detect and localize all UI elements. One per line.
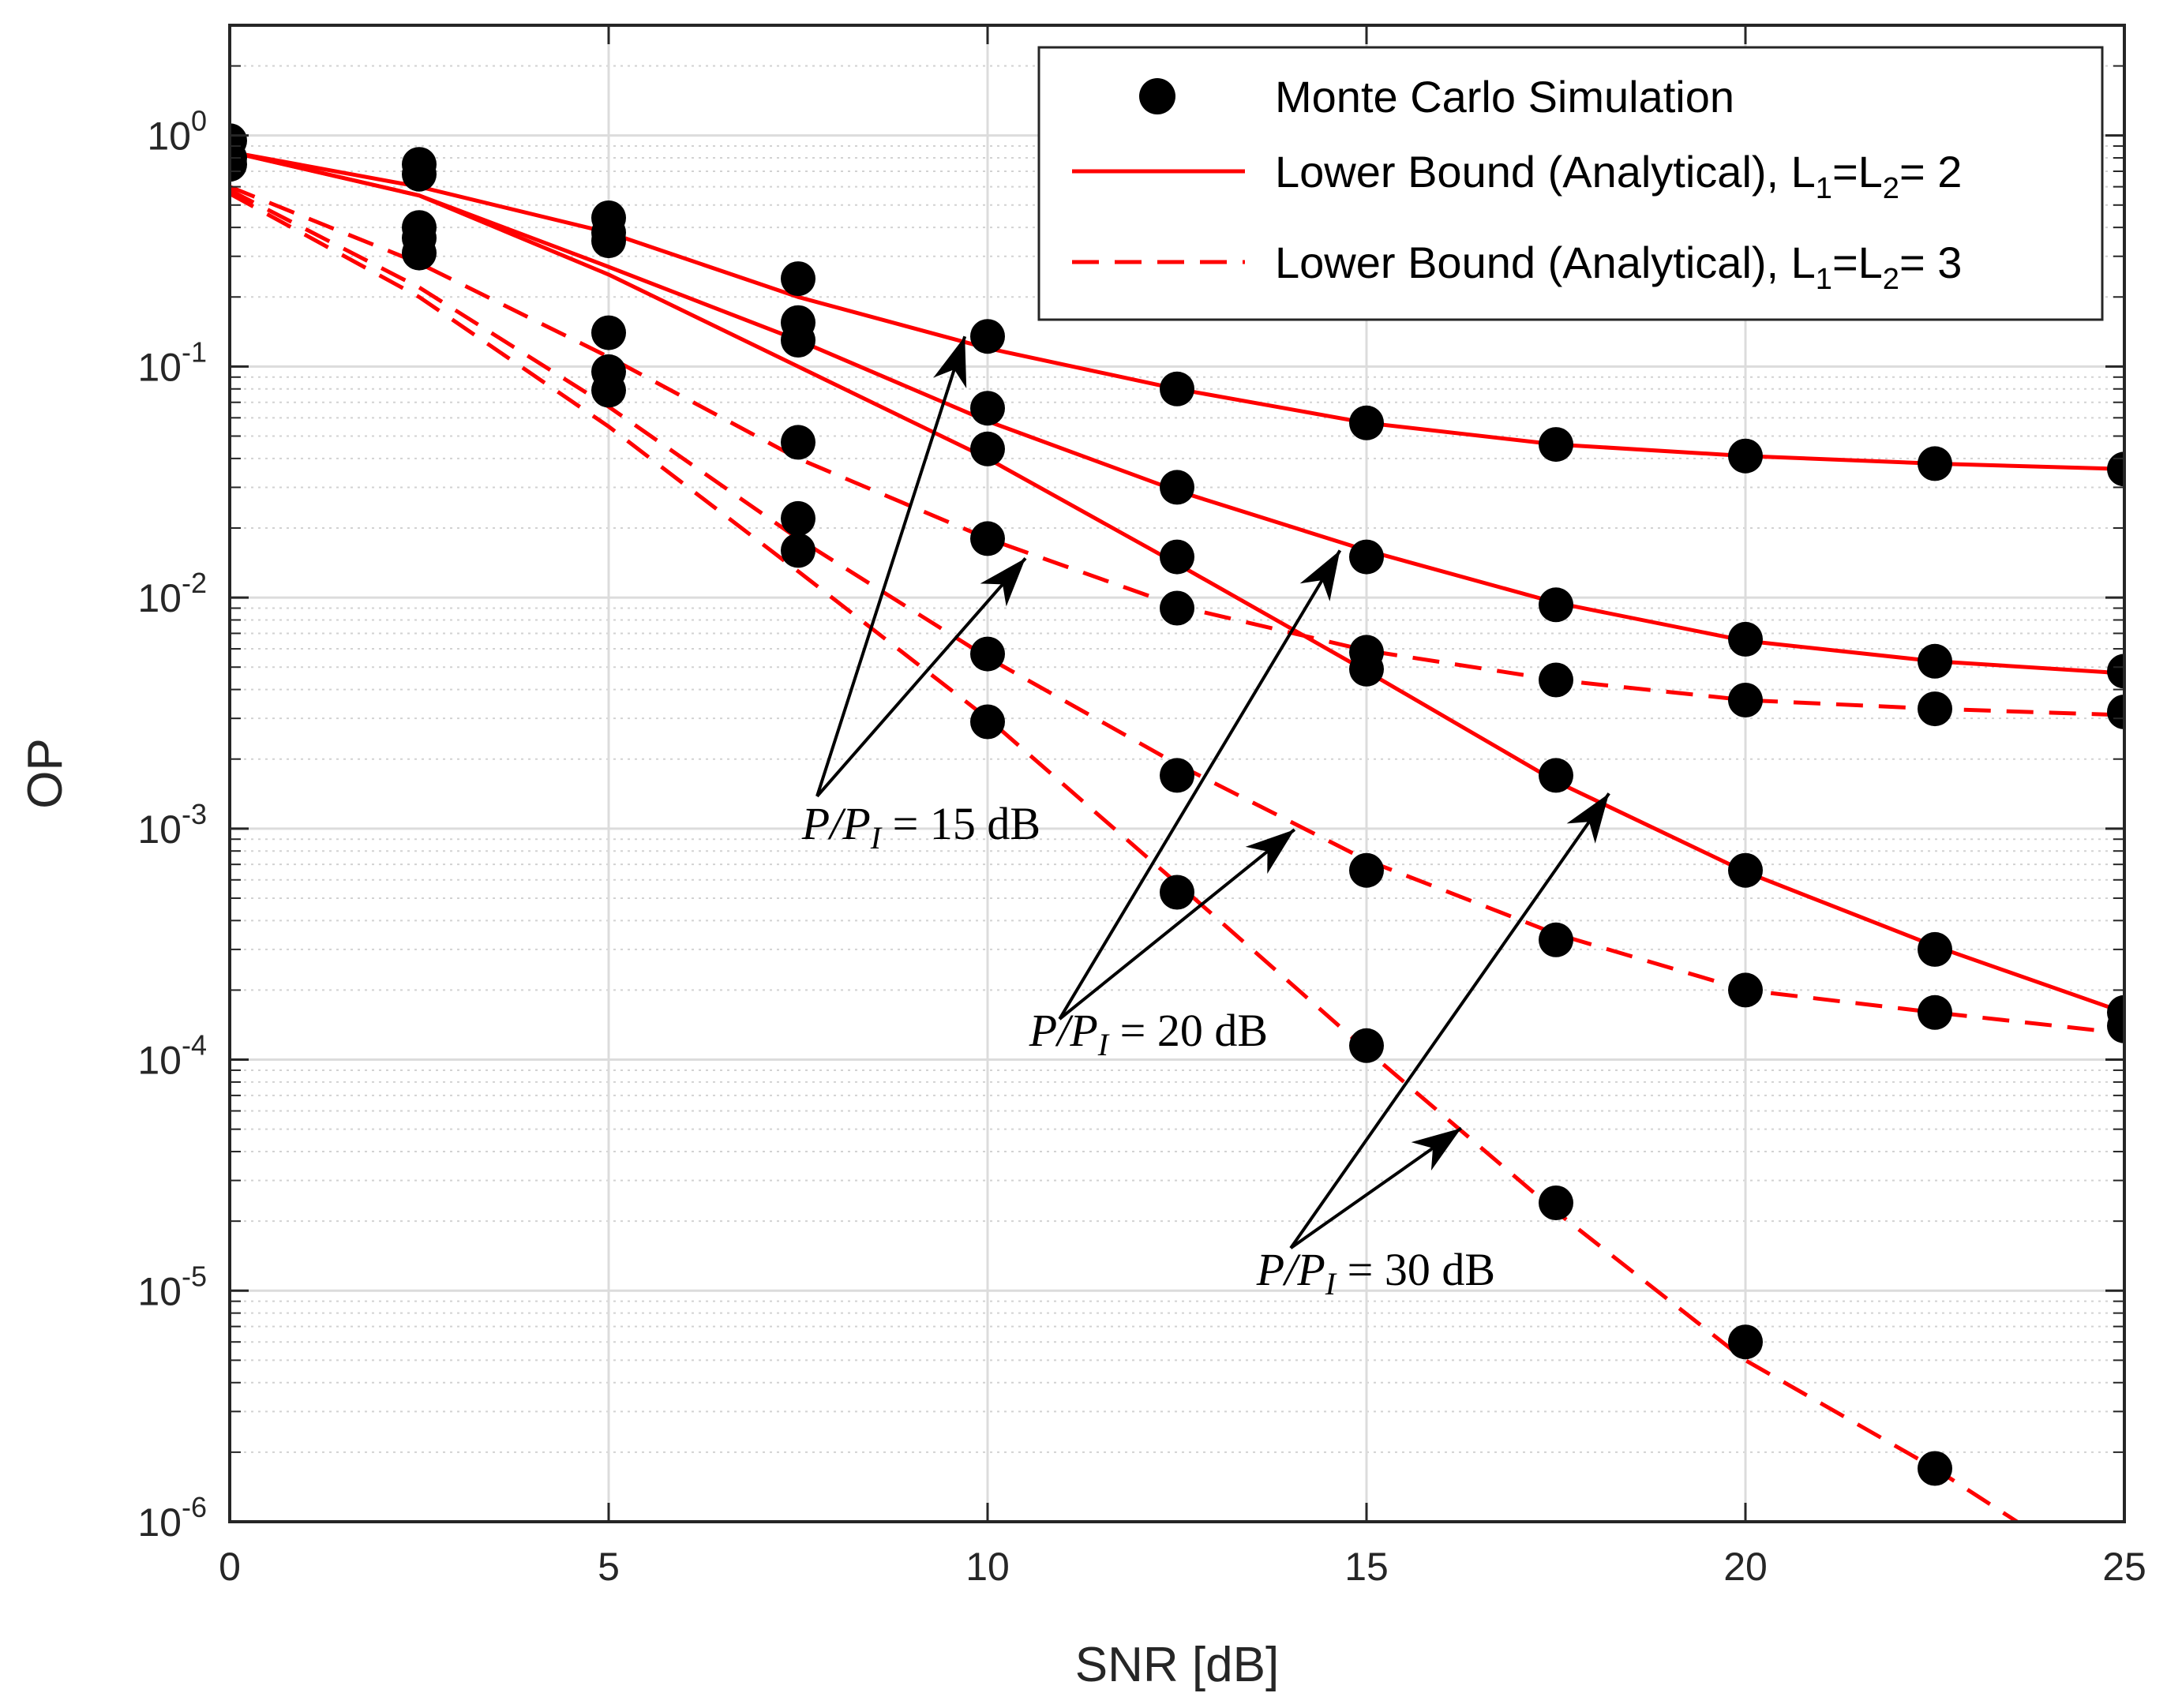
simulation-marker	[2107, 451, 2124, 487]
x-tick-label: 20	[1723, 1545, 1768, 1589]
annotation-arrow-shaft	[815, 335, 967, 797]
simulation-marker	[1539, 1185, 1573, 1220]
simulation-marker	[781, 261, 815, 297]
simulation-marker	[970, 704, 1005, 740]
simulation-marker	[1918, 1451, 1952, 1486]
y-tick-label: 10-6	[137, 1491, 207, 1545]
annotations: P/PI = 15 dB P/PI = 20 dB P/PI = 30 dB	[801, 335, 1610, 1302]
simulation-marker	[1918, 643, 1952, 679]
legend-label-monte-carlo: Monte Carlo Simulation	[1275, 72, 1734, 122]
y-tick-label: 100	[147, 105, 207, 159]
y-tick-label: 10-1	[137, 335, 207, 389]
simulation-marker	[1349, 852, 1384, 888]
simulation-marker	[591, 223, 626, 259]
simulation-marker	[402, 235, 437, 271]
simulation-marker	[781, 500, 815, 536]
x-tick-label: 10	[965, 1545, 1010, 1589]
annotation-arrow-head	[1299, 550, 1340, 601]
simulation-marker	[1160, 875, 1194, 910]
simulation-marker	[1728, 621, 1763, 657]
y-tick-labels: 100 10-1 10-2 10-3 10-4 10-5 10-6	[137, 105, 207, 1545]
legend-label-l2: Lower Bound (Analytical), L1=L2= 2	[1275, 147, 1962, 205]
simulation-marker	[1160, 371, 1194, 406]
simulation-marker	[1728, 852, 1763, 888]
legend-box	[1037, 46, 2104, 321]
axis-ticks	[228, 24, 2126, 1523]
legend: Monte Carlo Simulation Lower Bound (Anal…	[1037, 46, 2104, 321]
simulation-marker	[970, 319, 1005, 354]
annotation-arrow-head	[1411, 1128, 1461, 1171]
annotation-arrow-head	[1245, 830, 1295, 875]
annotation-arrow-head	[980, 558, 1025, 607]
simulation-marker	[1160, 470, 1194, 505]
simulation-marker	[1918, 691, 1952, 727]
simulation-marker	[1160, 758, 1194, 793]
simulation-marker	[1349, 651, 1384, 687]
simulation-marker	[1539, 587, 1573, 623]
annotation-arrow-shaft	[1289, 792, 1610, 1249]
simulation-marker	[591, 315, 626, 350]
simulation-marker	[1349, 1028, 1384, 1063]
y-tick-label: 10-4	[137, 1029, 207, 1083]
simulation-marker	[402, 156, 437, 192]
annotation-arrow-head	[933, 336, 967, 388]
annotation-label-2: P/PI = 20 dB	[1029, 1005, 1268, 1062]
x-tick-label: 0	[219, 1545, 241, 1589]
simulation-marker	[1728, 972, 1763, 1008]
simulation-marker	[1349, 539, 1384, 575]
simulation-marker	[2107, 695, 2124, 729]
simulation-marker	[1728, 1324, 1763, 1360]
simulation-marker	[1349, 405, 1384, 440]
simulation-marker	[1539, 662, 1573, 698]
simulation-marker	[1539, 922, 1573, 957]
simulation-marker	[970, 391, 1005, 426]
simulation-marker	[781, 323, 815, 358]
simulation-marker	[1539, 427, 1573, 463]
simulation-marker	[2107, 1008, 2124, 1043]
simulation-marker	[970, 636, 1005, 672]
annotation-arrow-shaft	[1058, 549, 1342, 1021]
plot-frame	[228, 24, 2126, 1523]
simulation-marker	[1918, 994, 1952, 1030]
simulation-marker	[781, 425, 815, 460]
annotation-arrow-shaft	[815, 556, 1027, 798]
simulation-marker	[1728, 438, 1763, 474]
x-tick-labels: 0 5 10 15 20 25	[219, 1545, 2146, 1589]
legend-label-l3: Lower Bound (Analytical), L1=L2= 3	[1275, 238, 1962, 296]
x-axis-label: SNR [dB]	[1075, 1638, 1279, 1692]
annotation-arrow-head	[1566, 793, 1610, 844]
x-tick-label: 5	[598, 1545, 620, 1589]
simulation-marker	[1160, 590, 1194, 626]
simulation-marker	[781, 533, 815, 568]
y-tick-label: 10-2	[137, 567, 207, 620]
simulation-marker	[1160, 539, 1194, 575]
y-tick-label: 10-5	[137, 1260, 207, 1313]
simulation-marker	[591, 373, 626, 408]
simulation-markers	[230, 123, 2124, 1486]
annotation-label-1: P/PI = 15 dB	[801, 798, 1040, 856]
x-tick-label: 15	[1344, 1545, 1389, 1589]
annotation-label-3: P/PI = 30 dB	[1256, 1244, 1495, 1302]
simulation-marker	[1539, 758, 1573, 793]
annotation-arrow-shaft	[1058, 828, 1296, 1021]
simulation-marker	[2107, 654, 2124, 689]
simulation-marker	[230, 147, 247, 182]
simulation-marker	[970, 431, 1005, 466]
x-tick-label: 25	[2102, 1545, 2146, 1589]
simulation-marker	[1918, 446, 1952, 481]
simulation-marker	[970, 521, 1005, 556]
simulation-marker	[1728, 683, 1763, 717]
y-tick-label: 10-3	[137, 798, 207, 852]
minor-grid	[230, 24, 2124, 1453]
y-axis-label: OP	[18, 738, 73, 809]
legend-marker-monte-carlo	[1139, 78, 1175, 114]
simulation-marker	[1918, 931, 1952, 967]
